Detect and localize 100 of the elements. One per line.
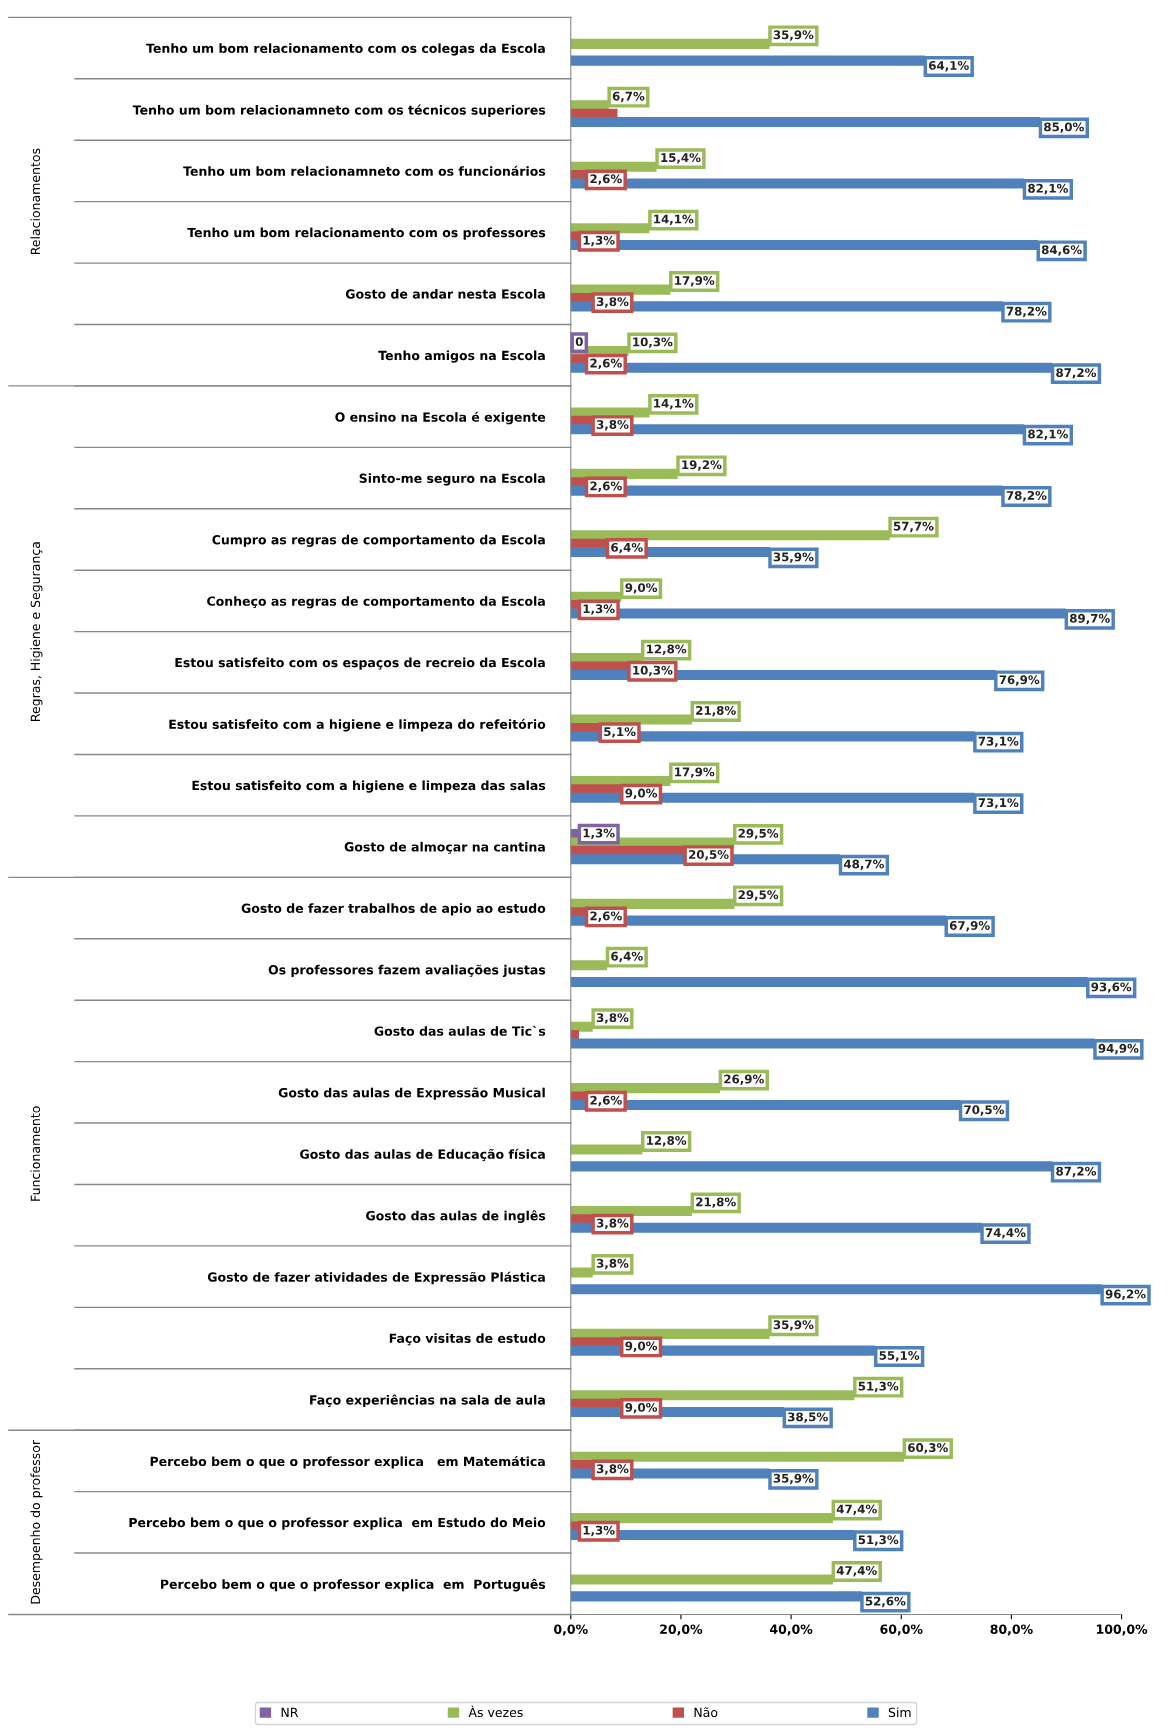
y-tick-label: Gosto das aulas de inglês	[366, 1210, 546, 1223]
data-label: 35,9%	[773, 1473, 814, 1485]
text: Regras, Higiene e Segurança	[30, 542, 43, 721]
y-tick-label: Tenho um bom relacionamneto com os técnicos superiores	[132, 104, 546, 118]
x-tick-label: 0,0%	[554, 1624, 588, 1636]
data-label: 9,0%	[625, 1341, 658, 1352]
y-tick-label: Sinto-me seguro na Escola	[359, 473, 545, 486]
data-label: 51,3%	[858, 1535, 899, 1546]
data-label: 9,0%	[625, 788, 658, 800]
y-tick-label: O ensino na Escola é exigente	[335, 411, 546, 425]
y-tick-label: Os professores fazem avaliações justas	[268, 964, 546, 978]
data-label: 82,1%	[1028, 183, 1068, 195]
y-tick-label: Gosto das aulas de Educação física	[300, 1148, 545, 1162]
y-tick-label: Tenho amigos na Escola	[378, 350, 545, 363]
x-tick-label: 80,0%	[990, 1624, 1033, 1636]
data-label: 17,9%	[675, 275, 715, 287]
data-label: 52,6%	[865, 1596, 906, 1608]
data-label: 94,9%	[1098, 1043, 1139, 1055]
y-tick-label: Conheço as regras de comportamento da Escola	[207, 596, 545, 609]
data-label: 2,6%	[590, 358, 622, 370]
data-label: 3,8%	[596, 297, 629, 308]
data-label: 9,0%	[625, 583, 658, 594]
data-label: 3,8%	[596, 1218, 629, 1230]
text: Relacionamentos	[30, 148, 41, 255]
data-label: 3,8%	[596, 420, 629, 431]
data-label: 5,1%	[604, 727, 636, 738]
data-label: 26,9%	[724, 1074, 764, 1085]
data-label: 19,2%	[682, 460, 722, 471]
data-label: 3,8%	[596, 1013, 629, 1024]
y-tick-label: Percebo bem o que o professor explica em Matemática	[150, 1455, 545, 1469]
data-label: 3,8%	[596, 1258, 629, 1270]
data-label: 14,1%	[654, 398, 694, 410]
data-label: 6,7%	[612, 91, 645, 103]
data-label: 12,8%	[647, 644, 687, 655]
data-label: 48,7%	[843, 859, 885, 870]
text: Funcionamento	[30, 1106, 41, 1201]
data-label: 1,3%	[583, 828, 615, 839]
y-tick-label: Tenho um bom relacionamneto com os funcionários	[183, 165, 546, 176]
data-label: 89,7%	[1070, 613, 1110, 625]
y-tick-label: Tenho um bom relacionamento com os colegas da Escola	[146, 43, 545, 56]
y-tick-label: Cumpro as regras de comportamento da Escola	[212, 534, 545, 547]
legend-label: NR	[281, 1707, 299, 1717]
data-label: 2,6%	[590, 174, 622, 185]
data-label: 21,8%	[696, 1197, 736, 1208]
x-tick-label: 40,0%	[769, 1624, 813, 1636]
data-label: 29,5%	[738, 890, 779, 901]
data-label: 35,9%	[773, 30, 814, 41]
y-tick-label: Estou satisfeito com os espaços de recreio da Escola	[175, 657, 545, 670]
data-label: 73,1%	[978, 798, 1019, 809]
data-label: 1,3%	[583, 604, 615, 615]
data-label: 9,0%	[625, 1402, 658, 1414]
data-label: 47,4%	[836, 1565, 877, 1577]
y-tick-label: Gosto das aulas de Expressão Musical	[278, 1087, 545, 1100]
y-tick-label: Estou satisfeito com a higiene e limpeza das salas	[192, 780, 546, 793]
data-label: 15,4%	[661, 153, 701, 164]
y-tick-label: Gosto de fazer atividades de Expressão Plástica	[207, 1271, 545, 1285]
y-tick-label: Faço visitas de estudo	[389, 1333, 546, 1346]
data-label: 35,9%	[773, 552, 814, 563]
x-tick-label: 100,0%	[1096, 1624, 1148, 1636]
data-label: 51,3%	[858, 1381, 899, 1393]
data-label: 60,3%	[908, 1443, 948, 1454]
data-label: 38,5%	[788, 1412, 828, 1423]
data-label: 1,3%	[583, 1525, 615, 1537]
data-label: 64,1%	[928, 61, 969, 72]
y-tick-label: Percebo bem o que o professor explica em Estudo do Meio	[129, 1517, 546, 1530]
data-label: 1,3%	[583, 235, 615, 247]
data-label: 87,2%	[1056, 368, 1097, 379]
data-label: 93,6%	[1091, 982, 1132, 993]
data-label: 73,1%	[978, 736, 1019, 748]
data-label: 74,4%	[985, 1228, 1026, 1239]
data-label: 29,5%	[738, 828, 779, 840]
data-label: 6,4%	[611, 542, 643, 554]
data-label: 76,9%	[999, 675, 1040, 686]
y-tick-label: Gosto de almoçar na cantina	[344, 841, 545, 854]
y-tick-label: Gosto de andar nesta Escola	[345, 289, 545, 299]
data-label: 70,5%	[964, 1105, 1005, 1116]
data-label: 2,6%	[590, 1095, 622, 1107]
data-label: 47,4%	[836, 1504, 877, 1515]
data-label: 82,1%	[1028, 429, 1068, 440]
data-label: 0	[575, 337, 583, 347]
data-label: 20,5%	[689, 850, 729, 861]
legend-label: Às vezes	[468, 1705, 523, 1718]
legend-label: Não	[694, 1707, 718, 1718]
text: Desempenho do professor	[30, 1440, 43, 1604]
data-label: 2,6%	[590, 481, 622, 492]
y-tick-label: Gosto de fazer trabalhos de apio ao estudo	[241, 903, 546, 916]
legend-label: Sim	[888, 1707, 911, 1718]
data-label: 55,1%	[879, 1350, 920, 1362]
data-label: 21,8%	[696, 705, 736, 717]
y-tick-label: Gosto das aulas de Tic`s	[374, 1025, 546, 1036]
data-label: 10,3%	[633, 665, 673, 677]
data-label: 14,1%	[654, 214, 694, 226]
x-tick-label: 20,0%	[660, 1624, 703, 1636]
data-label: 96,2%	[1105, 1289, 1146, 1300]
data-label: 57,7%	[893, 521, 934, 533]
data-label: 84,6%	[1041, 245, 1082, 256]
data-label: 87,2%	[1056, 1166, 1097, 1178]
y-tick-label: Faço experiências na sala de aula	[310, 1394, 545, 1408]
y-tick-label: Percebo bem o que o professor explica em Português	[161, 1578, 546, 1592]
x-tick-label: 60,0%	[880, 1624, 923, 1636]
